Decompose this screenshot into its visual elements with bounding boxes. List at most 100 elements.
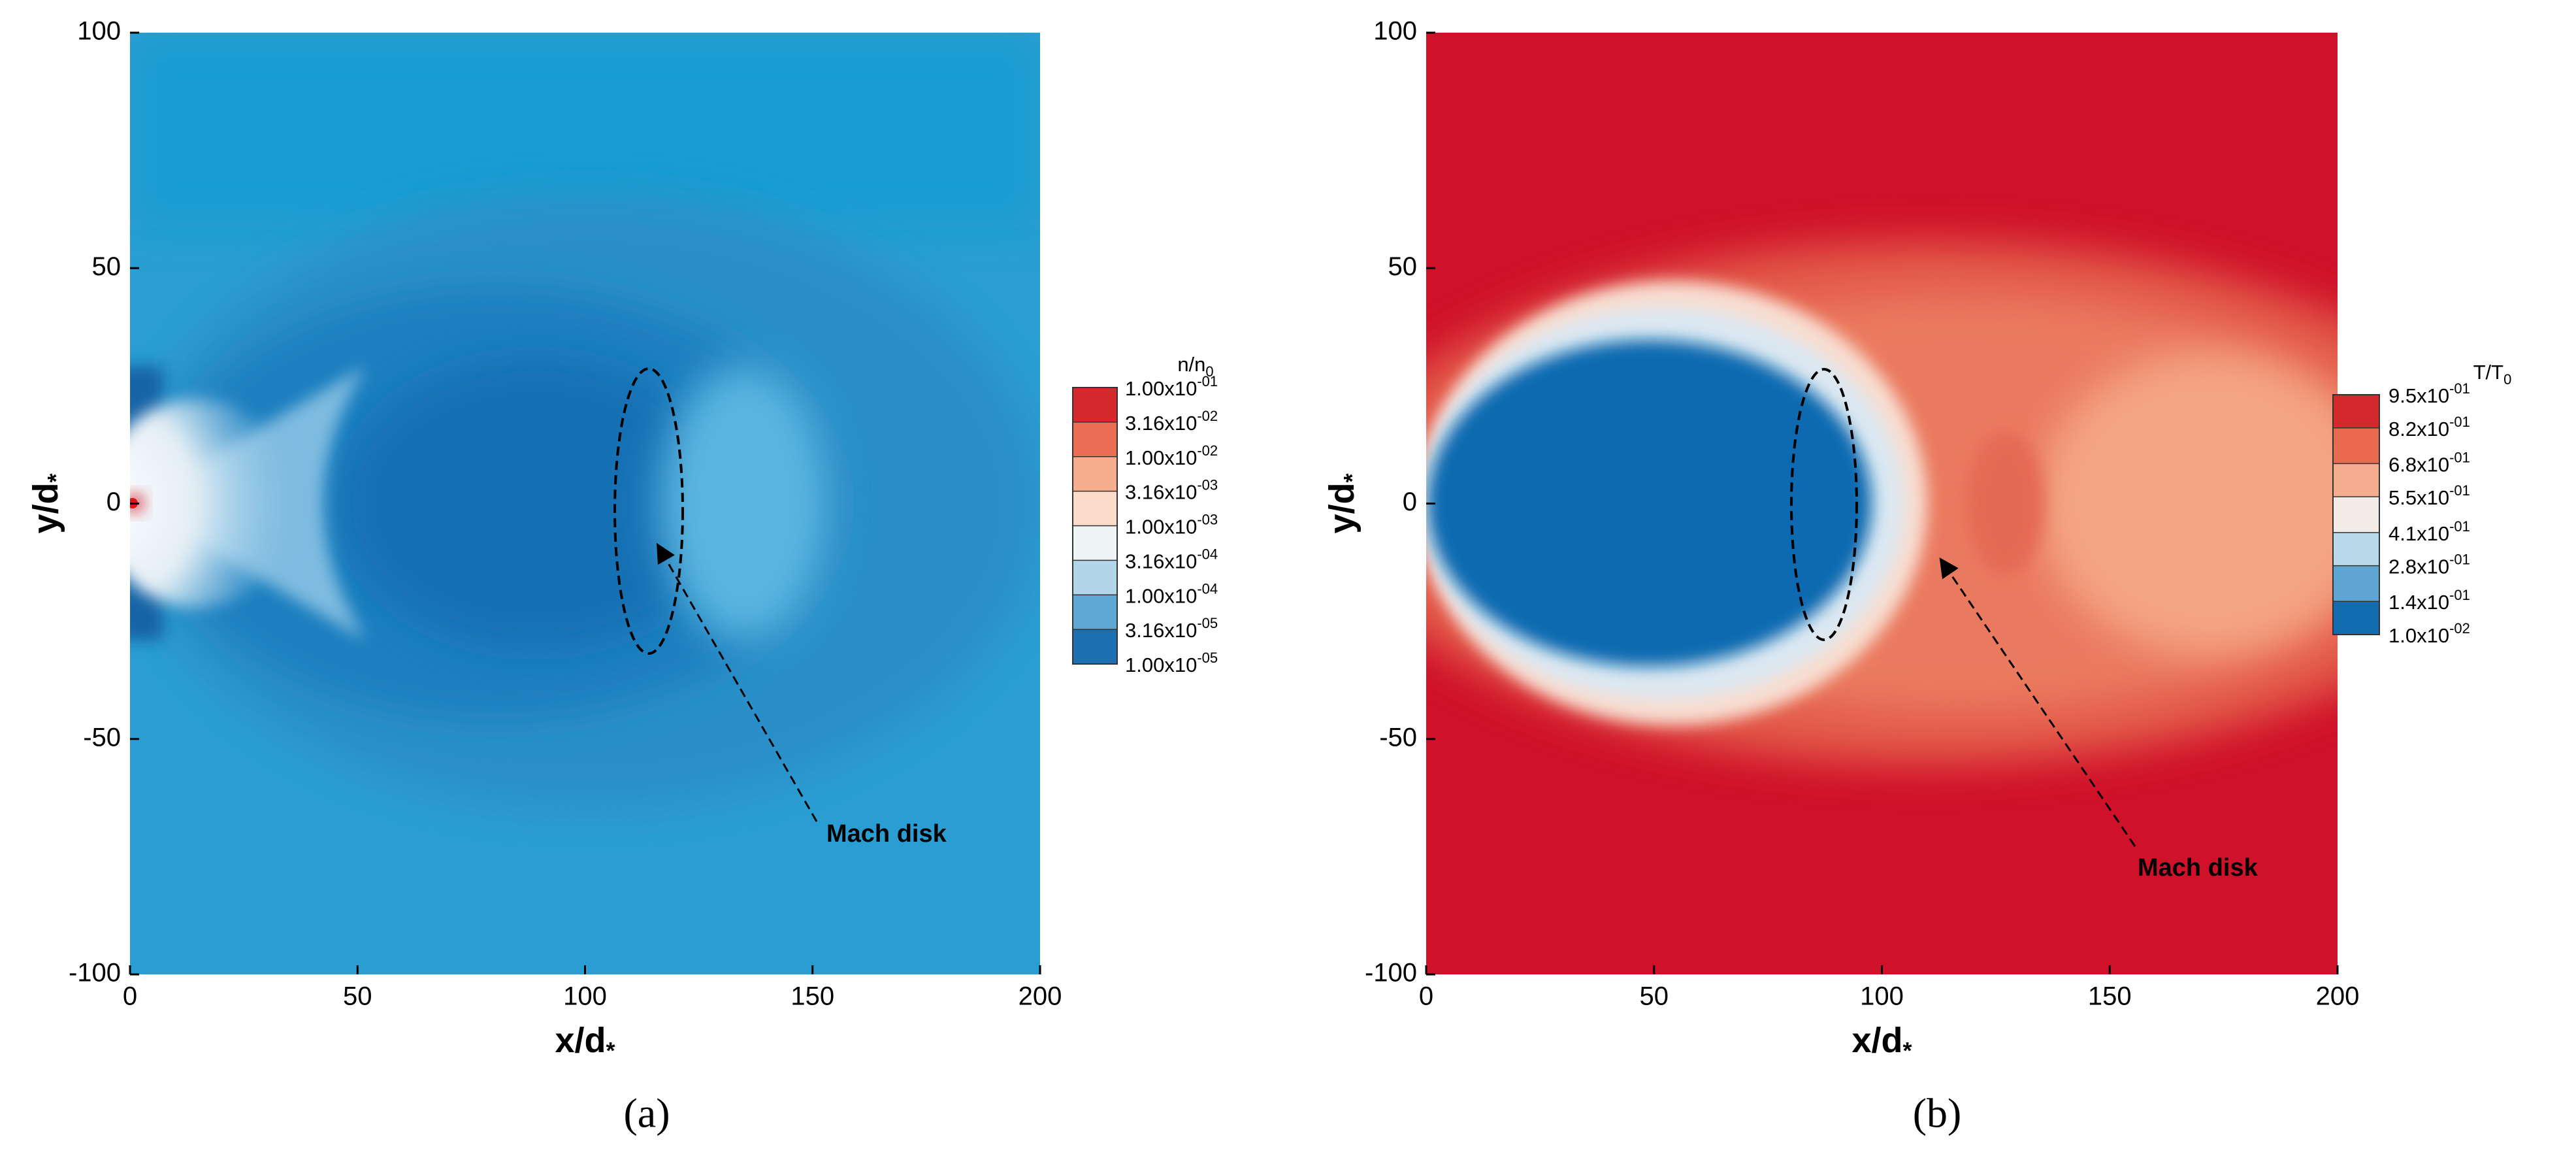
- temperature-field: [1426, 33, 2338, 974]
- colorbar-band: [1073, 629, 1117, 664]
- colorbar-tick-label: 5.5x10-01: [2389, 482, 2470, 509]
- colorbar-tick-label: 6.8x10-01: [2389, 449, 2470, 476]
- colorbar-tick-exponent: -01: [2449, 449, 2470, 465]
- colorbar-title-main: T/T: [2473, 361, 2504, 384]
- colorbar-tick-label: 9.5x10-01: [2389, 380, 2470, 407]
- colorbar-tick-mantissa: 5.5x10: [2389, 486, 2449, 509]
- colorbar-tick-mantissa: 1.00x10: [1125, 446, 1197, 469]
- colorbar-tick-mantissa: 1.00x10: [1125, 584, 1197, 607]
- colorbar-band: [2333, 565, 2379, 602]
- colorbar-tick-label: 1.00x10-03: [1125, 511, 1218, 538]
- y-axis-label: y/d*: [26, 473, 69, 533]
- colorbar-tick-mantissa: 3.16x10: [1125, 412, 1197, 435]
- x-tick-label: 150: [2088, 982, 2132, 1011]
- colorbar-tick-exponent: -04: [1197, 546, 1218, 562]
- colorbar-tick-exponent: -01: [2449, 551, 2470, 567]
- colorbar-title: n/n0: [1177, 353, 1213, 380]
- y-axis-label-main: y/d: [1322, 482, 1361, 533]
- colorbar-tick-mantissa: 1.0x10: [2389, 624, 2449, 647]
- colorbar-band: [2333, 463, 2379, 497]
- colorbar-tick-mantissa: 1.00x10: [1125, 654, 1197, 676]
- colorbar-tick-mantissa: 3.16x10: [1125, 550, 1197, 573]
- colorbar-tick-mantissa: 4.1x10: [2389, 522, 2449, 545]
- colorbar-tick-mantissa: 1.00x10: [1125, 377, 1197, 400]
- x-axis-label-sub: *: [606, 1037, 615, 1064]
- x-axis-label: x/d*: [1851, 1021, 1912, 1063]
- colorbar-band: [1073, 525, 1117, 561]
- x-tick-label: 200: [2316, 982, 2360, 1011]
- colorbar-tick-mantissa: 8.2x10: [2389, 418, 2449, 440]
- y-tick-label: -100: [1365, 959, 1417, 987]
- colorbar-title-sub: 0: [1205, 363, 1213, 380]
- x-tick-label: 50: [1640, 982, 1669, 1011]
- y-axis-label-sub: *: [42, 473, 69, 482]
- x-axis-label-main: x/d: [555, 1021, 606, 1060]
- colorbar-tick-label: 4.1x10-01: [2389, 518, 2470, 545]
- x-tick-label: 150: [791, 982, 834, 1011]
- y-axis-label-sub: *: [1339, 473, 1365, 482]
- colorbar-band: [2333, 427, 2379, 464]
- colorbar-tick-label: 1.0x10-02: [2389, 620, 2470, 647]
- colorbar-tick-exponent: -01: [2449, 587, 2470, 603]
- colorbar-tick-exponent: -01: [2449, 482, 2470, 499]
- x-axis-label: x/d*: [555, 1021, 615, 1063]
- density-field: [130, 33, 1040, 974]
- colorbar-tick-exponent: -02: [2449, 620, 2470, 637]
- colorbar-tick-exponent: -02: [1197, 408, 1218, 424]
- annotation: Mach disk: [2138, 854, 2258, 882]
- colorbar-tick-mantissa: 3.16x10: [1125, 619, 1197, 642]
- colorbar-tick-label: 3.16x10-02: [1125, 408, 1218, 435]
- x-tick-label: 100: [563, 982, 607, 1011]
- x-tick-label: 0: [1419, 982, 1433, 1011]
- colorbar-tick-label: 1.00x10-01: [1125, 373, 1218, 400]
- colorbar-tick-label: 3.16x10-03: [1125, 476, 1218, 503]
- x-axis-label-sub: *: [1903, 1037, 1912, 1064]
- colorbar-band: [2333, 532, 2379, 566]
- y-tick-label: 0: [1403, 488, 1417, 516]
- x-tick-label: 200: [1019, 982, 1062, 1011]
- colorbar-tick-exponent: -03: [1197, 476, 1218, 493]
- colorbar-band: [2333, 497, 2379, 533]
- colorbar-tick-mantissa: 1.00x10: [1125, 516, 1197, 539]
- colorbar-tick-exponent: -01: [2449, 518, 2470, 535]
- colorbar-tick-mantissa: 6.8x10: [2389, 454, 2449, 476]
- colorbar-title: T/T0: [2473, 361, 2512, 388]
- colorbar-tick-mantissa: 9.5x10: [2389, 384, 2449, 407]
- colorbar-tick-label: 1.00x10-05: [1125, 650, 1218, 676]
- colorbar-band: [1073, 456, 1117, 491]
- colorbar-tick-mantissa: 3.16x10: [1125, 481, 1197, 504]
- colorbar-tick-label: 8.2x10-01: [2389, 414, 2470, 440]
- x-tick-label: 0: [123, 982, 137, 1011]
- mach-disk-markers: [613, 367, 2136, 847]
- y-axis-label: y/d*: [1322, 473, 1365, 533]
- colorbar-tick-exponent: -01: [2449, 380, 2470, 397]
- x-axis-label-main: x/d: [1851, 1021, 1902, 1060]
- colorbar-tick-label: 3.16x10-04: [1125, 546, 1218, 572]
- colorbar-band: [1073, 595, 1117, 630]
- colorbar-title-main: n/n: [1177, 353, 1205, 376]
- y-tick-label: -50: [83, 723, 121, 752]
- y-tick-label: 50: [92, 252, 122, 281]
- y-axis-label-main: y/d: [26, 482, 65, 533]
- colorbar-tick-exponent: -05: [1197, 615, 1218, 631]
- colorbar-band: [2333, 601, 2379, 635]
- annotation: Mach disk: [826, 820, 947, 848]
- colorbar-tick-label: 3.16x10-05: [1125, 615, 1218, 642]
- colorbar-tick-exponent: -01: [2449, 414, 2470, 430]
- x-tick-label: 50: [343, 982, 372, 1011]
- x-tick-label: 100: [1860, 982, 1904, 1011]
- colorbar-tick-label: 2.8x10-01: [2389, 551, 2470, 578]
- colorbar-tick-exponent: -01: [1197, 373, 1218, 389]
- y-tick-label: 50: [1388, 252, 1418, 281]
- colorbar-tick-exponent: -02: [1197, 442, 1218, 459]
- colorbar-tick-exponent: -03: [1197, 511, 1218, 527]
- y-tick-label: 0: [106, 488, 121, 516]
- y-tick-label: 100: [1373, 17, 1417, 46]
- colorbar-tick-mantissa: 1.4x10: [2389, 591, 2449, 614]
- panel-label: (a): [623, 1090, 670, 1136]
- colorbar-band: [1073, 560, 1117, 595]
- y-tick-label: -50: [1379, 723, 1417, 752]
- panel-label: (b): [1913, 1090, 1962, 1136]
- colorbar-band: [1073, 388, 1117, 422]
